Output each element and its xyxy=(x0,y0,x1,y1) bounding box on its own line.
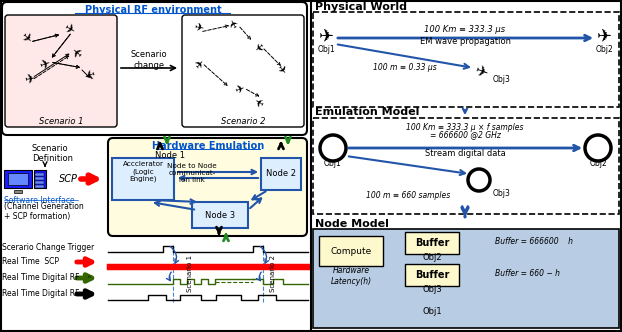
Bar xyxy=(313,12,619,107)
Text: Obj3: Obj3 xyxy=(493,75,511,85)
Text: Compute: Compute xyxy=(330,246,371,256)
Text: 100 Km ≡ 333.3 μs: 100 Km ≡ 333.3 μs xyxy=(424,26,506,35)
Text: Real Time Digital RF: Real Time Digital RF xyxy=(2,274,80,283)
Text: Obj3: Obj3 xyxy=(422,286,442,294)
Text: ✈: ✈ xyxy=(320,29,335,47)
Text: ✈: ✈ xyxy=(17,30,34,46)
Text: Real Time Digital RF: Real Time Digital RF xyxy=(2,290,80,298)
Text: Obj1: Obj1 xyxy=(318,45,336,54)
Text: Obj2: Obj2 xyxy=(589,158,607,168)
Circle shape xyxy=(320,135,346,161)
Text: ₒ,ₗ: ₒ,ₗ xyxy=(88,290,94,295)
Text: ✈: ✈ xyxy=(60,22,76,38)
Text: Scenario 2: Scenario 2 xyxy=(270,255,276,291)
Bar xyxy=(4,170,32,188)
Text: Physical World: Physical World xyxy=(315,2,407,12)
Text: Buffer: Buffer xyxy=(415,238,449,248)
Text: Scenario
Definition: Scenario Definition xyxy=(32,144,73,163)
Text: Node 1: Node 1 xyxy=(155,151,185,160)
Bar xyxy=(35,185,44,188)
Text: Obj2: Obj2 xyxy=(422,254,442,263)
Text: ✈: ✈ xyxy=(24,73,36,87)
FancyBboxPatch shape xyxy=(108,138,307,236)
Bar xyxy=(313,229,619,328)
Text: ✈: ✈ xyxy=(234,84,246,96)
Text: Scenario 1: Scenario 1 xyxy=(39,118,83,126)
Bar xyxy=(35,177,44,180)
Text: ✈: ✈ xyxy=(473,63,490,81)
Text: Buffer: Buffer xyxy=(415,270,449,280)
Circle shape xyxy=(585,135,611,161)
Text: Hardware
Latency(h): Hardware Latency(h) xyxy=(330,266,371,286)
Text: Node 3: Node 3 xyxy=(205,210,235,219)
Text: ✈: ✈ xyxy=(273,63,287,77)
Text: ✈: ✈ xyxy=(70,42,86,58)
Text: Node Model: Node Model xyxy=(315,219,389,229)
Text: Scenario
change: Scenario change xyxy=(131,50,167,70)
Text: SCP: SCP xyxy=(58,174,77,184)
Text: Obj1: Obj1 xyxy=(324,158,342,168)
Text: Software Interface: Software Interface xyxy=(4,196,75,205)
Text: ✈: ✈ xyxy=(38,57,52,73)
Text: Obj1: Obj1 xyxy=(422,307,442,316)
Text: EM wave propagation: EM wave propagation xyxy=(419,38,511,46)
Text: 100 Km ≡ 333.3 μ × f samples: 100 Km ≡ 333.3 μ × f samples xyxy=(406,123,524,131)
Bar xyxy=(8,173,28,185)
Text: Obj3: Obj3 xyxy=(493,189,511,198)
Text: 100 m ≡ 0.33 μs: 100 m ≡ 0.33 μs xyxy=(373,63,437,72)
FancyBboxPatch shape xyxy=(182,15,304,127)
Bar xyxy=(35,173,44,176)
Text: (Channel Generation
+ SCP formation): (Channel Generation + SCP formation) xyxy=(4,202,84,221)
Bar xyxy=(405,232,459,254)
FancyBboxPatch shape xyxy=(2,2,307,135)
Text: ✈: ✈ xyxy=(598,29,613,47)
Text: Accclerator
(Logic
Engine): Accclerator (Logic Engine) xyxy=(123,161,164,183)
Text: Scerario Change Trigger: Scerario Change Trigger xyxy=(2,243,95,253)
Text: Buffer = 666600    h: Buffer = 666600 h xyxy=(495,237,573,246)
Bar xyxy=(319,236,383,266)
Text: Scenario 1: Scenario 1 xyxy=(187,254,193,291)
Bar xyxy=(34,170,46,188)
Bar xyxy=(14,190,22,193)
Text: Hardware Emulation: Hardware Emulation xyxy=(152,141,264,151)
Text: Buffer = 660 − h: Buffer = 660 − h xyxy=(495,270,560,279)
Text: ✈: ✈ xyxy=(81,64,95,80)
Bar xyxy=(35,181,44,184)
Text: = 666600 @2 GHz: = 666600 @2 GHz xyxy=(430,130,501,139)
Circle shape xyxy=(468,169,490,191)
Text: ✈: ✈ xyxy=(193,58,207,72)
Text: 100 m ≡ 660 samples: 100 m ≡ 660 samples xyxy=(366,192,450,201)
Bar xyxy=(112,158,174,200)
Text: Real Time  SCP: Real Time SCP xyxy=(2,258,59,267)
Bar xyxy=(405,264,459,286)
Text: ✈: ✈ xyxy=(193,22,203,34)
Text: Physical RF environment: Physical RF environment xyxy=(85,5,221,15)
Text: ✈: ✈ xyxy=(253,93,267,107)
Text: Scenario 2: Scenario 2 xyxy=(221,118,265,126)
Text: ✈: ✈ xyxy=(251,38,265,52)
Text: ✈: ✈ xyxy=(228,16,242,29)
FancyBboxPatch shape xyxy=(5,15,117,127)
Bar xyxy=(192,202,248,228)
Text: Emulation Model: Emulation Model xyxy=(315,107,419,117)
Text: Obj2: Obj2 xyxy=(596,45,614,54)
Text: Node to Node
communicat-
ion link: Node to Node communicat- ion link xyxy=(167,163,217,183)
Bar xyxy=(313,118,619,214)
Text: ᵢₙ: ᵢₙ xyxy=(88,275,92,280)
Text: Node 2: Node 2 xyxy=(266,170,296,179)
Bar xyxy=(261,158,301,190)
Text: Stream digital data: Stream digital data xyxy=(425,148,505,157)
